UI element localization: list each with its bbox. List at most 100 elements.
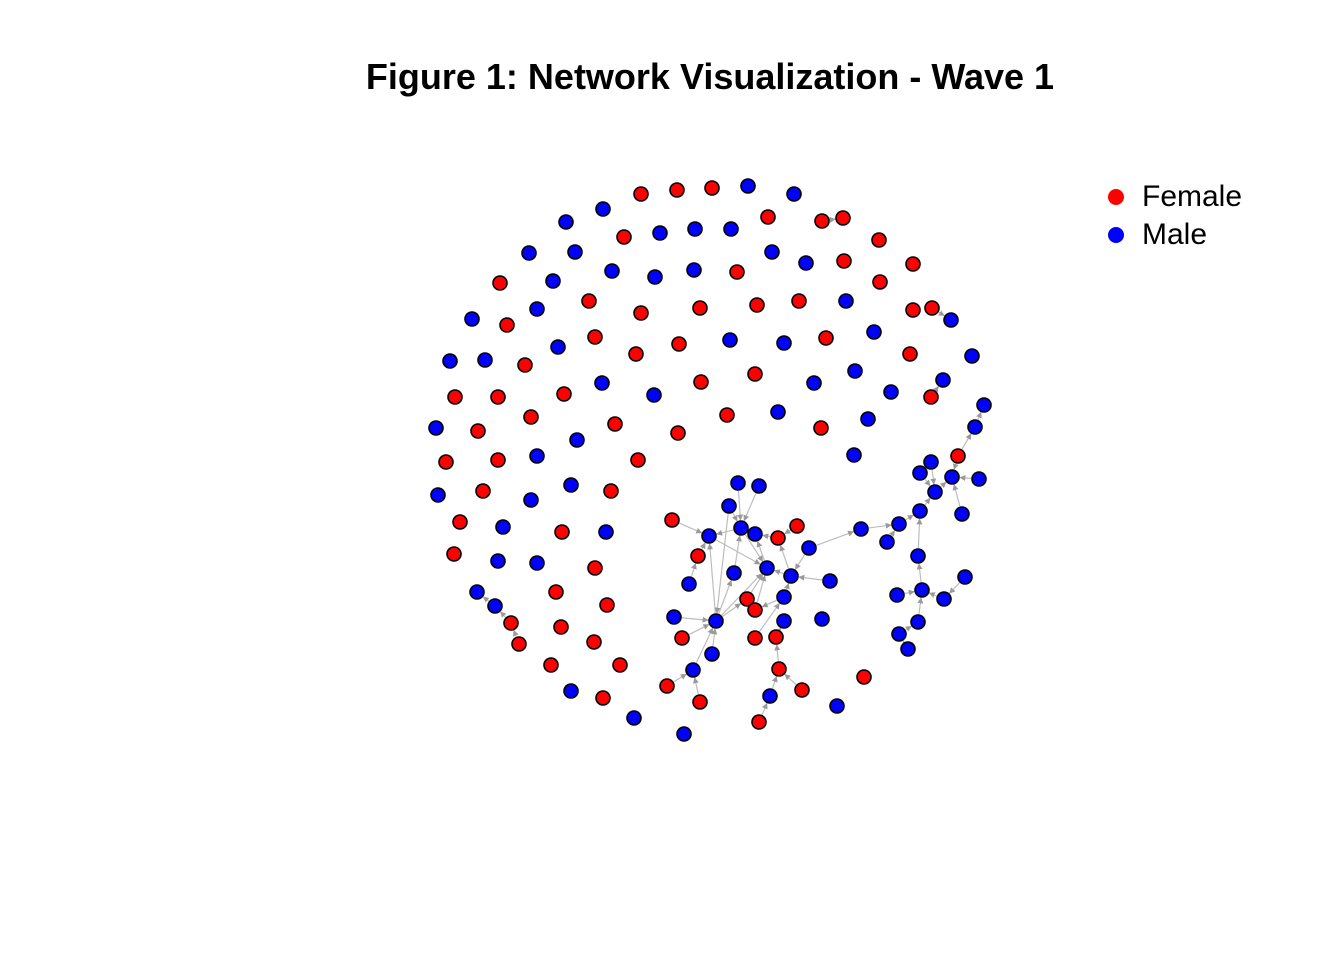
male-node-60 [935, 372, 951, 388]
edge-35 [756, 540, 765, 561]
male-node-12 [687, 221, 703, 237]
male-node-82 [923, 454, 939, 470]
female-node-35 [905, 302, 921, 318]
legend: Female Male [1100, 178, 1242, 254]
male-node-3 [740, 178, 756, 194]
female-node-150 [612, 657, 628, 673]
edge-42 [718, 579, 733, 614]
male-node-117 [910, 548, 926, 564]
male-node-130 [776, 589, 792, 605]
edge-55 [761, 702, 768, 715]
male-node-9 [558, 214, 574, 230]
edge-17 [959, 474, 972, 481]
edge-15 [930, 469, 937, 485]
male-node-159 [762, 688, 778, 704]
male-node-51 [477, 352, 493, 368]
male-node-44 [722, 332, 738, 348]
female-node-25 [729, 264, 745, 280]
female-node-7 [814, 213, 830, 229]
female-node-78 [490, 452, 506, 468]
male-node-50 [442, 353, 458, 369]
male-node-21 [545, 273, 561, 289]
female-node-41 [587, 329, 603, 345]
female-node-139 [553, 619, 569, 635]
male-node-120 [783, 568, 799, 584]
female-node-138 [503, 615, 519, 631]
edge-59 [761, 599, 777, 608]
male-node-28 [529, 301, 545, 317]
edge-11 [905, 514, 914, 521]
female-dot-icon [1108, 189, 1124, 205]
male-node-132 [487, 598, 503, 614]
edge-46 [711, 628, 718, 647]
female-node-152 [771, 661, 787, 677]
female-node-31 [692, 300, 708, 316]
edge-26 [904, 589, 915, 596]
male-node-125 [914, 582, 930, 598]
male-node-146 [900, 641, 916, 657]
male-dot-icon [1108, 227, 1124, 243]
male-node-89 [523, 492, 539, 508]
female-node-101 [554, 524, 570, 540]
male-node-144 [891, 626, 907, 642]
male-node-49 [964, 348, 980, 364]
male-node-119 [759, 560, 775, 576]
edge-8 [816, 530, 855, 546]
male-node-97 [721, 498, 737, 514]
edge-62 [715, 539, 761, 565]
female-node-131 [599, 597, 615, 613]
female-node-162 [751, 714, 767, 730]
male-node-5 [595, 201, 611, 217]
edge-18 [952, 484, 961, 507]
female-node-124 [548, 584, 564, 600]
male-node-110 [879, 534, 895, 550]
female-node-10 [616, 229, 632, 245]
edge-47 [695, 627, 714, 664]
male-node-160 [829, 698, 845, 714]
female-node-158 [692, 694, 708, 710]
male-node-54 [646, 387, 662, 403]
male-node-77 [529, 448, 545, 464]
male-node-93 [751, 478, 767, 494]
female-node-143 [768, 629, 784, 645]
male-node-137 [910, 614, 926, 630]
edge-52 [774, 644, 781, 662]
male-node-151 [685, 662, 701, 678]
female-node-69 [719, 407, 735, 423]
edge-19 [961, 433, 972, 450]
female-node-149 [543, 657, 559, 673]
male-node-122 [681, 576, 697, 592]
female-node-107 [770, 530, 786, 546]
male-node-135 [708, 613, 724, 629]
female-node-142 [747, 630, 763, 646]
female-node-20 [905, 256, 921, 272]
male-node-140 [776, 613, 792, 629]
female-node-145 [586, 634, 602, 650]
edge-44 [681, 616, 709, 623]
male-node-126 [889, 587, 905, 603]
legend-item-female: Female [1100, 178, 1242, 216]
female-node-114 [587, 560, 603, 576]
nodes-layer [428, 178, 992, 742]
edge-10 [889, 530, 896, 537]
female-node-39 [499, 317, 515, 333]
female-node-33 [791, 293, 807, 309]
female-node-0 [633, 186, 649, 202]
edge-64 [500, 611, 507, 618]
male-node-127 [957, 569, 973, 585]
female-node-42 [628, 346, 644, 362]
edge-60 [794, 554, 806, 570]
male-node-112 [490, 553, 506, 569]
female-node-81 [950, 448, 966, 464]
edge-43 [722, 603, 741, 617]
male-node-136 [814, 611, 830, 627]
female-node-36 [924, 300, 940, 316]
female-node-64 [490, 389, 506, 405]
edge-30 [905, 625, 912, 632]
male-node-123 [469, 584, 485, 600]
male-node-104 [733, 520, 749, 536]
male-node-103 [701, 528, 717, 544]
female-node-26 [872, 274, 888, 290]
edge-53 [771, 676, 778, 689]
female-node-71 [813, 420, 829, 436]
